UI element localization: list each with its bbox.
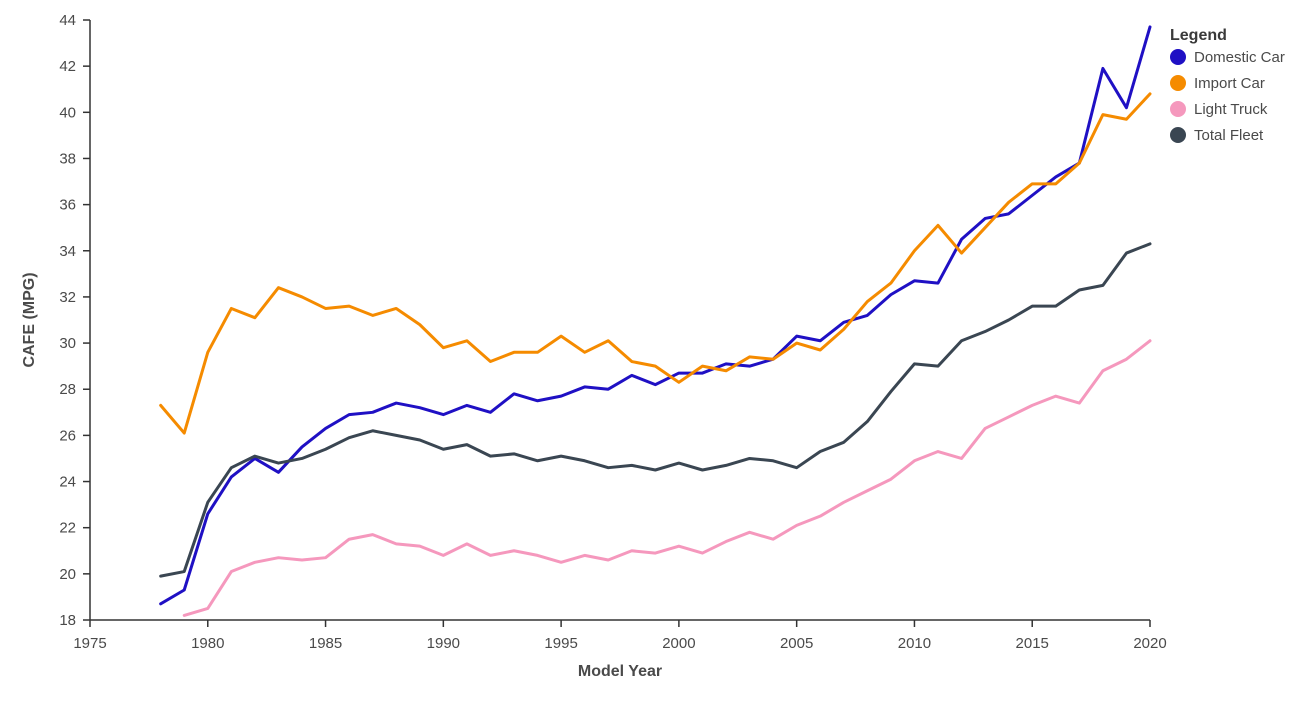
- y-tick-label: 36: [59, 197, 76, 214]
- y-axis-label: CAFE (MPG): [21, 272, 38, 367]
- y-tick-label: 26: [59, 427, 76, 444]
- x-tick-label: 1980: [191, 635, 224, 652]
- x-tick-label: 2020: [1133, 635, 1166, 652]
- x-axis-label: Model Year: [578, 663, 662, 680]
- y-tick-label: 20: [59, 566, 76, 583]
- legend-label: Domestic Car: [1194, 49, 1285, 66]
- legend-marker: [1170, 127, 1186, 143]
- x-tick-label: 1985: [309, 635, 342, 652]
- y-tick-label: 24: [59, 474, 76, 491]
- x-tick-label: 2005: [780, 635, 813, 652]
- series-line: [161, 244, 1150, 576]
- y-tick-label: 40: [59, 104, 76, 121]
- y-tick-label: 38: [59, 150, 76, 167]
- x-tick-label: 2015: [1016, 635, 1049, 652]
- legend-title: Legend: [1170, 27, 1227, 44]
- cafe-line-chart: 1975198019851990199520002005201020152020…: [0, 0, 1306, 712]
- series-line: [161, 27, 1150, 604]
- series-line: [184, 341, 1150, 616]
- x-tick-label: 1990: [427, 635, 460, 652]
- legend-marker: [1170, 75, 1186, 91]
- legend-label: Import Car: [1194, 75, 1265, 92]
- y-tick-label: 42: [59, 58, 76, 75]
- x-tick-label: 2000: [662, 635, 695, 652]
- x-tick-label: 1975: [73, 635, 106, 652]
- legend-marker: [1170, 101, 1186, 117]
- y-tick-label: 30: [59, 335, 76, 352]
- x-tick-label: 2010: [898, 635, 931, 652]
- legend-label: Total Fleet: [1194, 127, 1264, 144]
- chart-svg: 1975198019851990199520002005201020152020…: [0, 0, 1306, 712]
- y-tick-label: 32: [59, 289, 76, 306]
- y-tick-label: 44: [59, 12, 76, 29]
- legend-label: Light Truck: [1194, 101, 1268, 118]
- y-tick-label: 28: [59, 381, 76, 398]
- y-tick-label: 18: [59, 612, 76, 629]
- y-tick-label: 22: [59, 520, 76, 537]
- x-tick-label: 1995: [544, 635, 577, 652]
- legend-marker: [1170, 49, 1186, 65]
- series-line: [161, 94, 1150, 433]
- y-tick-label: 34: [59, 243, 76, 260]
